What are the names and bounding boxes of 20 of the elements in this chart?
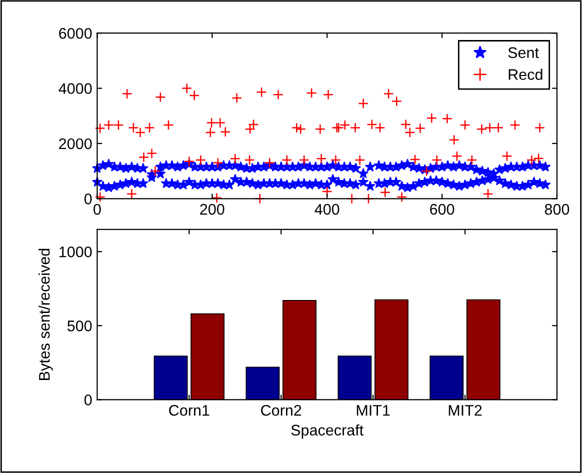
x-axis-title: Spacecraft xyxy=(291,424,364,439)
y-tick-label: 1000 xyxy=(60,246,92,258)
x-tick-label: 200 xyxy=(200,204,224,215)
x-tick-label: 600 xyxy=(430,204,454,215)
legend-label: Recd xyxy=(508,68,542,80)
legend-label: Sent xyxy=(508,47,539,58)
y-tick-label: 4000 xyxy=(58,83,92,94)
x-tick-label: 0 xyxy=(94,204,101,215)
x-tick-label: Corn2 xyxy=(261,404,302,416)
x-tick-label: Corn1 xyxy=(169,404,210,416)
y-tick-label: 0 xyxy=(84,194,92,204)
x-tick-label: MIT2 xyxy=(448,404,482,416)
y-tick-label: 6000 xyxy=(59,28,92,39)
x-tick-label: 400 xyxy=(314,204,340,215)
y-tick-label: 2000 xyxy=(59,138,92,150)
x-tick-label: 800 xyxy=(544,204,570,215)
x-tick-label: MIT1 xyxy=(356,405,390,416)
y-tick-label: 500 xyxy=(67,320,92,332)
y-tick-label: 0 xyxy=(84,394,92,406)
y-axis-title: Bytes sent/received xyxy=(38,248,53,380)
